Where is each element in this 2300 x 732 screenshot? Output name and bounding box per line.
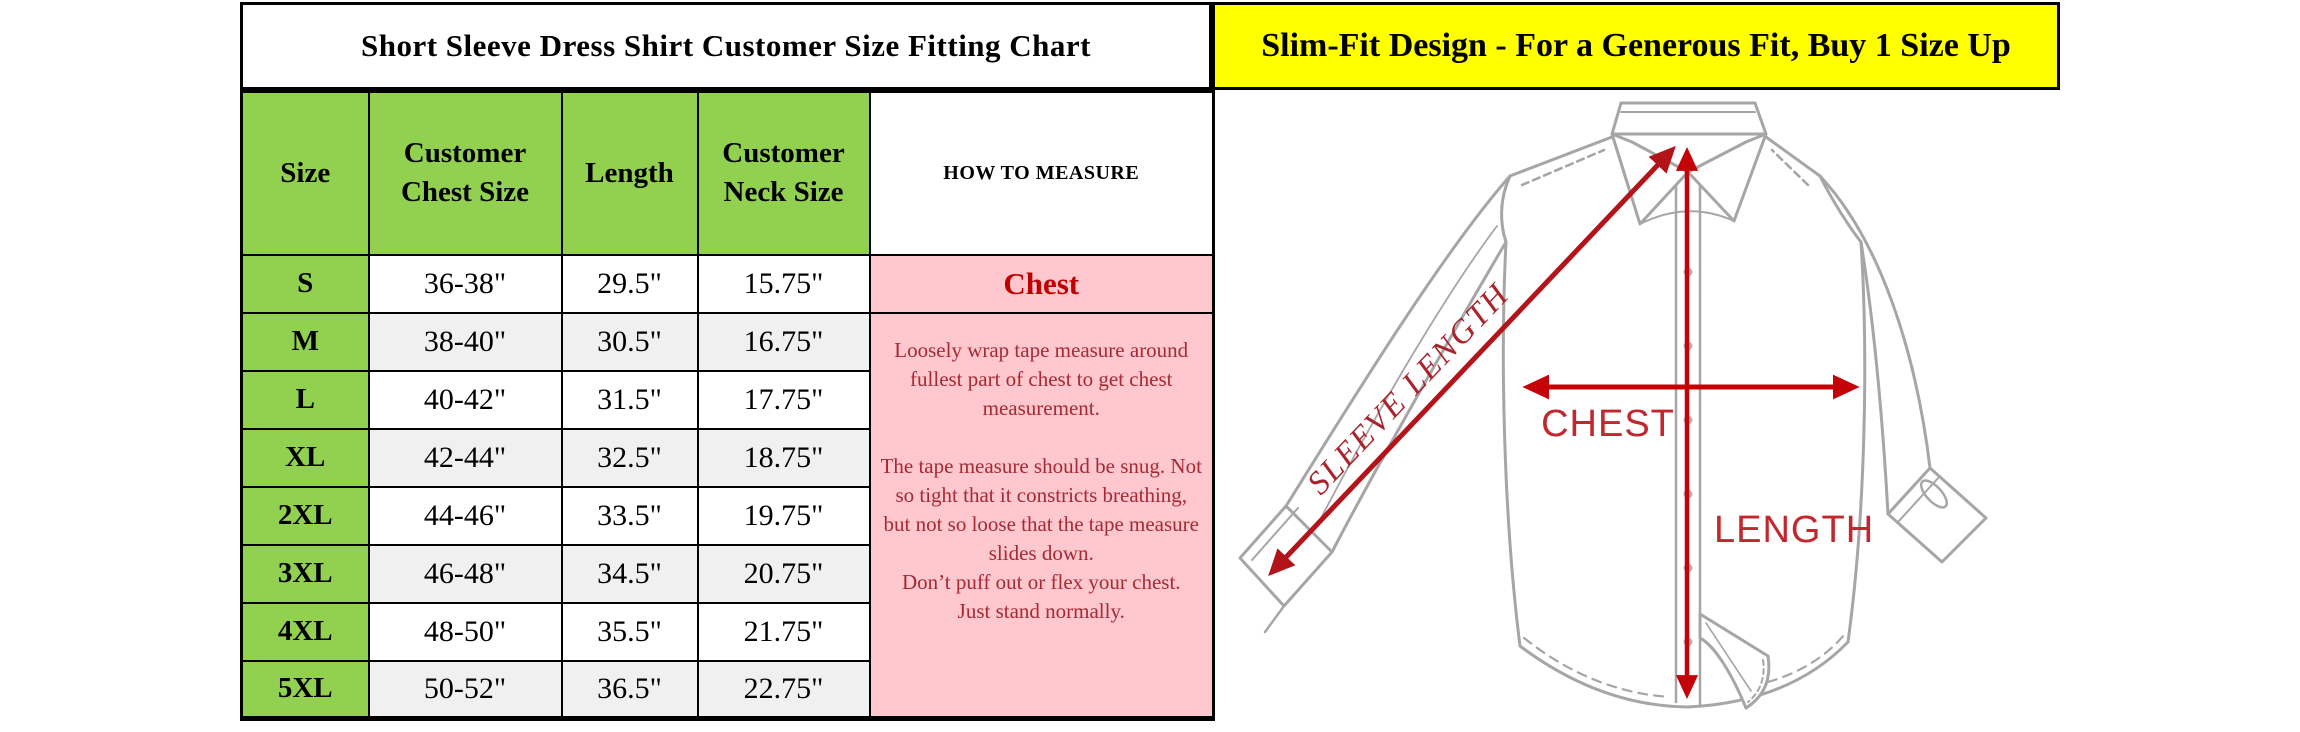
hem-curve [1518,640,1850,709]
length-cell: 34.5" [560,543,699,604]
size-fitting-table: Size Customer Chest Size Length Customer… [240,90,1215,721]
right-shoulder-seam [1764,135,1822,178]
hem-fold-stitching [1747,659,1765,703]
length-cell: 30.5" [560,311,699,372]
chest-cell: 50-52" [367,659,563,720]
right-armhole [1818,174,1863,244]
length-cell: 31.5" [560,369,699,430]
chest-cell: 44-46" [367,485,563,546]
neck-cell: 22.75" [696,659,871,720]
table-row: 2XL 44-46" 33.5" 19.75" [240,485,1214,546]
col-header-how-to-measure: HOW TO MEASURE [868,90,1215,256]
col-header-neck: Customer Neck Size [696,90,871,256]
table-row: S 36-38" 29.5" 15.75" Chest [240,253,1215,314]
fit-note-text: Slim-Fit Design - For a Generous Fit, Bu… [1261,27,2011,64]
right-sleeve-outer-edge [1818,174,1932,470]
chest-label: CHEST [1541,403,1675,445]
neck-cell: 21.75" [696,601,871,662]
length-cell: 29.5" [560,253,699,314]
neck-cell: 16.75" [696,311,871,372]
chest-cell: 48-50" [367,601,563,662]
length-label: LENGTH [1714,509,1874,551]
right-cuff-tab [1919,479,1949,509]
length-cell: 35.5" [560,601,699,662]
page-title-text: Short Sleeve Dress Shirt Customer Size F… [360,28,1092,63]
size-cell: 2XL [240,485,370,546]
chest-cell: 46-48" [367,543,563,604]
measure-paragraph: Loosely wrap tape measure around fullest… [894,337,1189,420]
size-cell: 5XL [240,659,370,720]
chest-cell: 42-44" [367,427,563,488]
size-cell: XL [240,427,370,488]
chest-cell: 38-40" [367,311,563,372]
size-cell: M [240,311,370,372]
hem-stitching-right [1766,633,1846,684]
table-row: L 40-42" 31.5" 17.75" [240,369,1214,430]
table-row: XL 42-44" 32.5" 18.75" [240,427,1214,488]
collar-band [1610,101,1768,136]
table-row: 4XL 48-50" 35.5" 21.75" [240,601,1214,662]
table-row: 3XL 46-48" 34.5" 20.75" [240,543,1214,604]
table-row: M 38-40" 30.5" 16.75" Loosely wrap tape … [240,311,1215,720]
left-shoulder-seam [1508,135,1614,178]
measure-paragraph: The tape measure should be snug. Not so … [880,453,1202,565]
length-cell: 32.5" [560,427,699,488]
measure-heading: Chest [868,253,1215,314]
col-header-size: Size [240,90,370,256]
measure-paragraph: Just stand normally. [957,598,1125,623]
col-header-chest: Customer Chest Size [367,90,563,256]
right-shoulder-stitching [1770,148,1810,187]
size-cell: L [240,369,370,430]
sleeve-length-label: SLEEVE LENGTH [1301,276,1517,501]
length-cell: 33.5" [560,485,699,546]
hem-stitching-left [1522,636,1672,699]
table-row: 5XL 50-52" 36.5" 22.75" [240,659,1214,720]
neck-cell: 15.75" [696,253,871,314]
page-title: Short Sleeve Dress Shirt Customer Size F… [240,2,1212,90]
sleeve-length-arrow [1268,145,1676,577]
neck-cell: 19.75" [696,485,871,546]
neck-cell: 17.75" [696,369,871,430]
length-cell: 36.5" [560,659,699,720]
neck-cell: 20.75" [696,543,871,604]
chest-cell: 36-38" [367,253,563,314]
size-cell: 3XL [240,543,370,604]
right-cuff [1886,466,1988,564]
right-sleeve-inner-edge [1859,240,1890,516]
size-cell: 4XL [240,601,370,662]
measure-paragraph: Don’t puff out or flex your chest. [901,569,1181,594]
chest-cell: 40-42" [367,369,563,430]
table-header-row: Size Customer Chest Size Length Customer… [240,90,1215,256]
hem-fold-flap [1698,612,1771,710]
left-cuff-vent [1263,604,1286,634]
neck-cell: 18.75" [696,427,871,488]
col-header-length: Length [560,90,699,256]
size-cell: S [240,253,370,314]
measure-instructions: Loosely wrap tape measure around fullest… [868,311,1215,720]
shirt-diagram: SLEEVE LENGTH CHEST LENGTH [1238,101,1988,710]
body-right-edge [1846,240,1867,644]
fit-note-banner: Slim-Fit Design - For a Generous Fit, Bu… [1212,2,2060,90]
hem-fold-crease [1705,622,1752,692]
